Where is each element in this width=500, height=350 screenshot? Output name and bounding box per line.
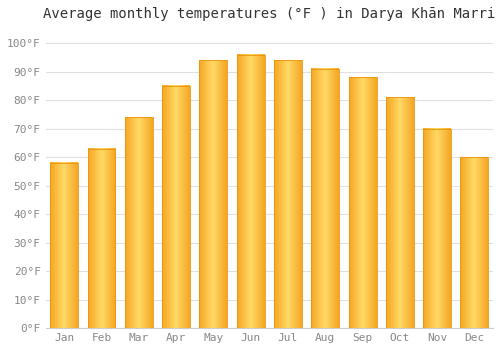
Title: Average monthly temperatures (°F ) in Darya Khān Marri: Average monthly temperatures (°F ) in Da… — [43, 7, 496, 21]
Bar — [50, 163, 78, 328]
Bar — [162, 86, 190, 328]
Bar — [236, 55, 264, 328]
Bar — [386, 97, 414, 328]
Bar — [125, 117, 153, 328]
Bar — [348, 77, 376, 328]
Bar — [274, 61, 302, 328]
Bar — [312, 69, 339, 328]
Bar — [88, 149, 116, 328]
Bar — [423, 129, 451, 328]
Bar — [460, 157, 488, 328]
Bar — [200, 61, 228, 328]
